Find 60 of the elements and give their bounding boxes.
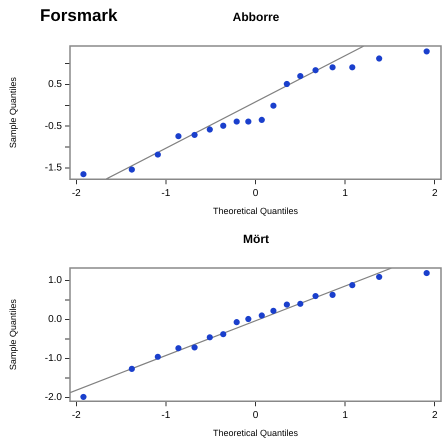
x-tick-label: -2 bbox=[72, 188, 82, 199]
y-axis-title: Sample Quantiles bbox=[8, 76, 18, 148]
point bbox=[80, 171, 87, 178]
chart-title: Mört bbox=[242, 232, 270, 246]
y-tick-label: -1.5 bbox=[44, 162, 62, 174]
y-axis-title: Sample Quantiles bbox=[8, 298, 18, 370]
point bbox=[258, 116, 265, 124]
point bbox=[191, 132, 198, 138]
point bbox=[329, 64, 336, 70]
point bbox=[154, 354, 161, 360]
y-tick-label: 0.5 bbox=[48, 79, 62, 90]
y-tick-label: 0.0 bbox=[48, 314, 62, 326]
point bbox=[270, 102, 277, 109]
point bbox=[424, 48, 430, 55]
point bbox=[424, 270, 430, 276]
x-tick-label: -1 bbox=[161, 188, 171, 199]
x-tick-label: 2 bbox=[432, 410, 438, 421]
point bbox=[154, 151, 161, 158]
x-tick-label: -2 bbox=[72, 410, 82, 421]
x-tick-label: -1 bbox=[161, 410, 171, 421]
chart-title: Abborre bbox=[232, 10, 280, 24]
text: Forsmark bbox=[40, 6, 118, 26]
point bbox=[220, 122, 226, 129]
point bbox=[234, 319, 240, 326]
y-tick-label: 1.0 bbox=[48, 275, 62, 286]
point bbox=[284, 302, 290, 308]
point bbox=[270, 308, 277, 314]
point bbox=[349, 282, 356, 288]
x-tick-label: 0 bbox=[252, 410, 259, 421]
point bbox=[128, 366, 135, 372]
point bbox=[206, 126, 213, 133]
point bbox=[284, 80, 290, 88]
point bbox=[297, 72, 304, 80]
point bbox=[297, 300, 304, 307]
point bbox=[329, 292, 336, 298]
point bbox=[234, 118, 240, 125]
point bbox=[175, 345, 182, 352]
y-tick-label: -2.0 bbox=[44, 392, 62, 404]
point bbox=[220, 331, 226, 338]
point bbox=[245, 118, 252, 125]
point bbox=[245, 316, 252, 322]
y-tick-label: -0.5 bbox=[44, 120, 62, 132]
x-axis-title: Theoretical Quantiles bbox=[212, 428, 299, 438]
point bbox=[191, 344, 198, 351]
point bbox=[349, 64, 356, 70]
point bbox=[128, 166, 135, 173]
point bbox=[206, 334, 213, 340]
point bbox=[312, 292, 319, 300]
point bbox=[312, 67, 319, 74]
x-tick-label: 1 bbox=[342, 188, 348, 199]
x-tick-label: 0 bbox=[252, 188, 259, 199]
y-tick-label: -1.0 bbox=[44, 353, 62, 364]
point bbox=[80, 394, 87, 400]
x-axis-title: Theoretical Quantiles bbox=[212, 206, 299, 216]
point bbox=[258, 312, 265, 319]
x-tick-label: 1 bbox=[342, 410, 348, 421]
point bbox=[376, 274, 382, 280]
point bbox=[376, 55, 382, 62]
point bbox=[175, 133, 182, 140]
x-tick-label: 2 bbox=[432, 188, 438, 199]
